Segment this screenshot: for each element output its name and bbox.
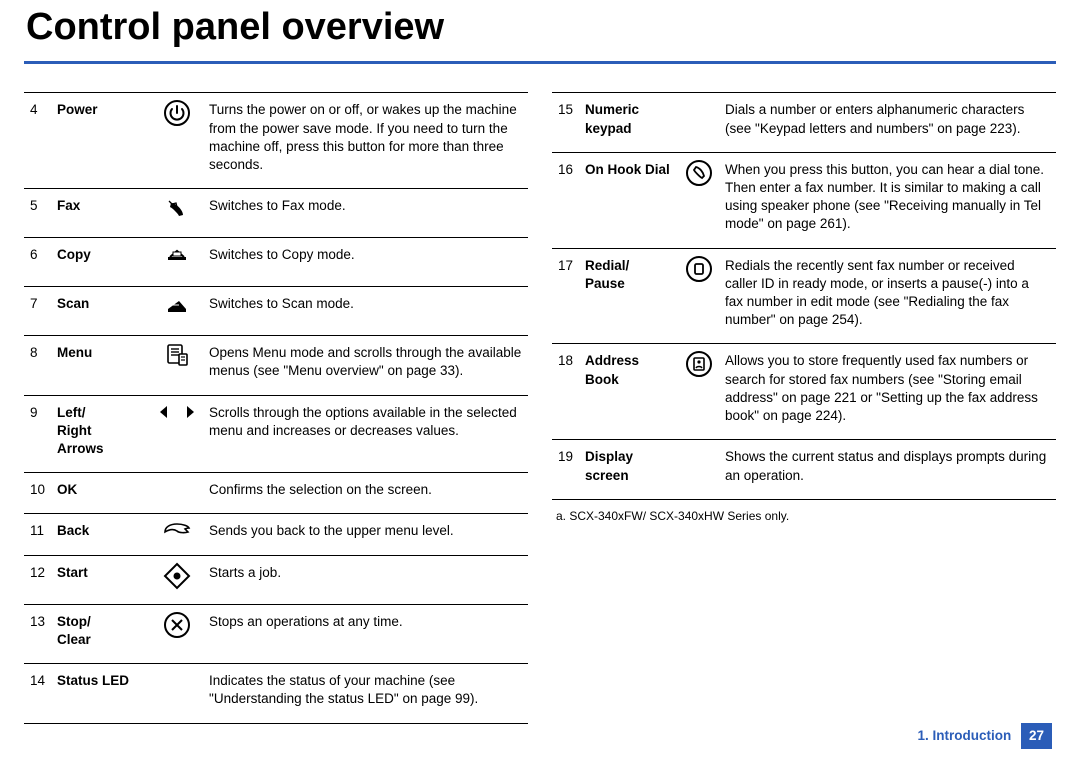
row-name: Redial/Pause: [579, 248, 679, 344]
row-description: Confirms the selection on the screen.: [203, 473, 528, 514]
row-number: 18: [552, 344, 579, 440]
blank-icon: [151, 664, 203, 723]
table-row: 7Scan Switches to Scan mode.: [24, 287, 528, 336]
row-number: 16: [552, 152, 579, 248]
left-table: 4Power Turns the power on or off, or wake…: [24, 92, 528, 723]
row-name: OK: [51, 473, 151, 514]
row-number: 9: [24, 395, 51, 473]
row-number: 14: [24, 664, 51, 723]
table-row: 4Power Turns the power on or off, or wake…: [24, 93, 528, 189]
row-name: Copy: [51, 238, 151, 287]
fax-icon: [151, 189, 203, 238]
row-number: 7: [24, 287, 51, 336]
start-icon: [151, 555, 203, 604]
table-row: 11Back Sends you back to the upper menu l…: [24, 514, 528, 555]
pause-icon: [679, 248, 719, 344]
row-description: Switches to Copy mode.: [203, 238, 528, 287]
row-number: 5: [24, 189, 51, 238]
row-number: 19: [552, 440, 579, 499]
page-footer: 1. Introduction 27: [917, 723, 1052, 749]
table-row: 14Status LED Indicates the status of your…: [24, 664, 528, 723]
row-description: Scrolls through the options available in…: [203, 395, 528, 473]
table-row: 12Start Starts a job.: [24, 555, 528, 604]
row-description: Redials the recently sent fax number or …: [719, 248, 1056, 344]
row-name: Power: [51, 93, 151, 189]
book-icon: [679, 344, 719, 440]
row-name: Status LED: [51, 664, 151, 723]
row-description: Turns the power on or off, or wakes up t…: [203, 93, 528, 189]
row-description: Opens Menu mode and scrolls through the …: [203, 336, 528, 395]
row-description: When you press this button, you can hear…: [719, 152, 1056, 248]
row-name: Address Book: [579, 344, 679, 440]
row-number: 15: [552, 93, 579, 152]
row-name: Stop/Clear: [51, 604, 151, 663]
row-description: Sends you back to the upper menu level.: [203, 514, 528, 555]
table-row: 5Fax Switches to Fax mode.: [24, 189, 528, 238]
table-row: 10OK Confirms the selection on the screen…: [24, 473, 528, 514]
row-name: Fax: [51, 189, 151, 238]
menu-icon: [151, 336, 203, 395]
row-number: 8: [24, 336, 51, 395]
table-row: 9Left/RightArrows Scrolls through the opt…: [24, 395, 528, 473]
table-row: 16On Hook Dial When you press this button…: [552, 152, 1056, 248]
row-number: 17: [552, 248, 579, 344]
table-row: 17Redial/Pause Redials the recently sent …: [552, 248, 1056, 344]
page-number: 27: [1021, 723, 1052, 749]
table-row: 8Menu Opens Menu mode and scrolls through…: [24, 336, 528, 395]
row-name: Numeric keypad: [579, 93, 679, 152]
row-description: Allows you to store frequently used fax …: [719, 344, 1056, 440]
stop-icon: [151, 604, 203, 663]
row-description: Switches to Scan mode.: [203, 287, 528, 336]
blank-icon: [151, 473, 203, 514]
row-description: Starts a job.: [203, 555, 528, 604]
table-row: 13Stop/Clear Stops an operations at any t…: [24, 604, 528, 663]
page-title: Control panel overview: [24, 0, 1056, 64]
row-name: Display screen: [579, 440, 679, 499]
row-number: 12: [24, 555, 51, 604]
row-number: 6: [24, 238, 51, 287]
footnote: a. SCX-340xFW/ SCX-340xHW Series only.: [556, 508, 1056, 524]
row-number: 11: [24, 514, 51, 555]
row-name: Scan: [51, 287, 151, 336]
table-row: 19Display screen Shows the current status…: [552, 440, 1056, 499]
row-name: Back: [51, 514, 151, 555]
table-row: 15Numeric keypad Dials a number or enters…: [552, 93, 1056, 152]
table-row: 18Address Book Allows you to store freque…: [552, 344, 1056, 440]
scan-icon: [151, 287, 203, 336]
power-icon: [151, 93, 203, 189]
left-column: 4Power Turns the power on or off, or wake…: [24, 92, 528, 723]
copy-icon: [151, 238, 203, 287]
row-description: Indicates the status of your machine (se…: [203, 664, 528, 723]
row-number: 13: [24, 604, 51, 663]
chapter-label: 1. Introduction: [917, 728, 1011, 743]
row-description: Stops an operations at any time.: [203, 604, 528, 663]
arrows-icon: [151, 395, 203, 473]
row-name: On Hook Dial: [579, 152, 679, 248]
row-number: 4: [24, 93, 51, 189]
dial-icon: [679, 152, 719, 248]
right-column: 15Numeric keypad Dials a number or enters…: [552, 92, 1056, 723]
row-name: Left/RightArrows: [51, 395, 151, 473]
blank-icon: [679, 440, 719, 499]
table-row: 6Copy Switches to Copy mode.: [24, 238, 528, 287]
row-description: Shows the current status and displays pr…: [719, 440, 1056, 499]
row-number: 10: [24, 473, 51, 514]
right-table: 15Numeric keypad Dials a number or enters…: [552, 92, 1056, 500]
row-description: Switches to Fax mode.: [203, 189, 528, 238]
row-name: Start: [51, 555, 151, 604]
row-name: Menu: [51, 336, 151, 395]
back-icon: [151, 514, 203, 555]
blank-icon: [679, 93, 719, 152]
row-description: Dials a number or enters alphanumeric ch…: [719, 93, 1056, 152]
